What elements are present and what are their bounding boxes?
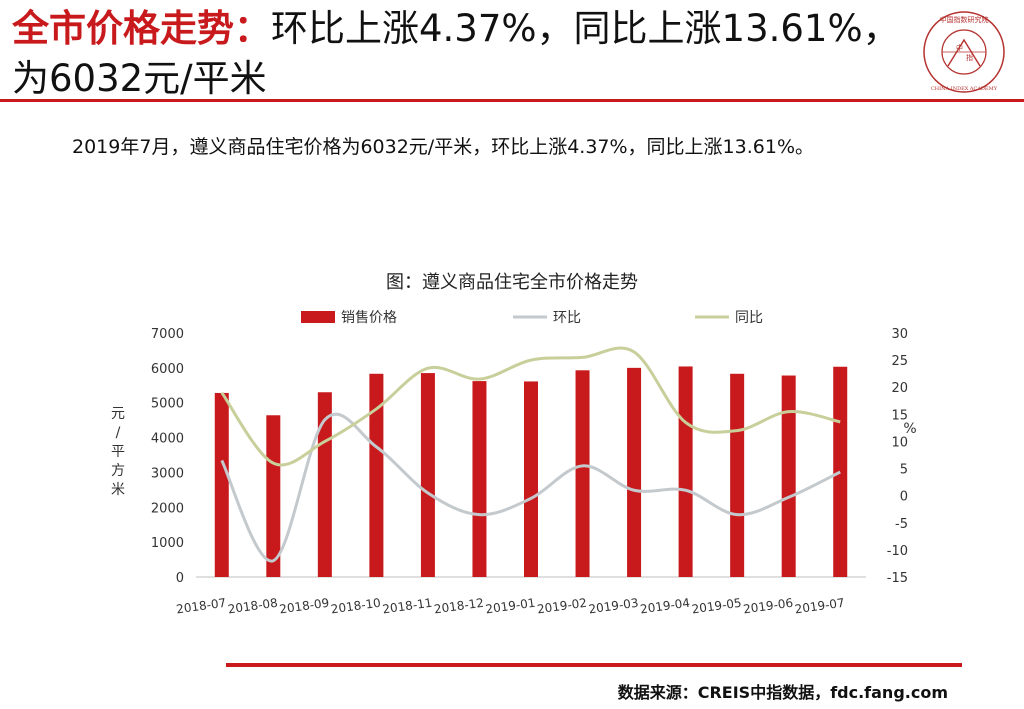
title-rest: 环比上涨4.37%，同比上涨13.61%，为6032元/平米	[12, 7, 900, 100]
price-bar	[472, 381, 487, 577]
y-right-axis-label: %	[903, 421, 916, 437]
data-source: 数据来源：CREIS中指数据，fdc.fang.com	[617, 683, 948, 702]
x-tick-label: 2018-11	[382, 596, 434, 617]
y-left-tick-label: 3000	[151, 466, 184, 481]
price-bar	[833, 366, 848, 577]
y-right-tick-label: 10	[891, 435, 908, 450]
y-left-axis-label: 米	[111, 482, 125, 498]
y-left-tick-label: 4000	[151, 432, 184, 447]
y-left-axis-label: 平	[111, 444, 125, 460]
x-tick-label: 2019-06	[742, 596, 794, 617]
y-left-tick-label: 6000	[151, 362, 184, 377]
y-left-axis-label: /	[116, 425, 121, 441]
price-bar	[420, 373, 435, 577]
legend-label: 同比	[735, 310, 763, 326]
legend-label: 销售价格	[341, 310, 397, 326]
x-tick-label: 2018-08	[227, 596, 279, 617]
price-bar	[266, 415, 281, 577]
summary-text: 2019年7月，遵义商品住宅价格为6032元/平米，环比上涨4.37%，同比上涨…	[72, 136, 815, 158]
price-bar	[678, 366, 693, 577]
x-tick-label: 2019-05	[691, 596, 743, 617]
y-left-tick-label: 1000	[151, 536, 184, 551]
legend-swatch-bar	[301, 311, 335, 323]
title-highlight: 全市价格走势：	[12, 7, 271, 50]
y-right-tick-label: 15	[891, 408, 908, 423]
y-left-tick-label: 0	[176, 571, 184, 586]
y-right-tick-label: -15	[887, 571, 908, 586]
y-right-tick-label: 20	[891, 381, 908, 396]
price-bar	[214, 392, 229, 577]
y-right-tick-label: 25	[891, 354, 908, 369]
x-tick-label: 2019-02	[536, 596, 588, 617]
price-bar	[369, 373, 384, 577]
x-tick-label: 2018-07	[175, 596, 227, 617]
y-left-tick-label: 5000	[151, 397, 184, 412]
y-left-tick-label: 7000	[151, 327, 184, 342]
y-right-tick-label: 5	[900, 463, 908, 478]
y-right-tick-label: 30	[891, 327, 908, 342]
series-line-mom	[220, 412, 841, 563]
price-bar	[781, 375, 796, 577]
svg-text:中: 中	[956, 43, 963, 52]
china-index-academy-logo: 中国指数研究院 中 指 CHINA INDEX ACADEMY	[923, 11, 1005, 93]
svg-text:CHINA INDEX ACADEMY: CHINA INDEX ACADEMY	[931, 86, 998, 92]
price-bar	[524, 381, 538, 577]
price-bar	[627, 367, 642, 577]
legend-label: 环比	[553, 310, 581, 326]
chart-title: 图：遵义商品住宅全市价格走势	[386, 272, 638, 293]
svg-text:中国指数研究院: 中国指数研究院	[940, 15, 989, 24]
x-tick-label: 2019-04	[639, 596, 691, 617]
footer-divider	[226, 663, 962, 667]
x-tick-label: 2019-01	[485, 596, 537, 617]
header-divider	[0, 99, 1024, 102]
x-tick-label: 2018-09	[278, 596, 330, 617]
series-line-yoy	[220, 346, 841, 467]
price-bar	[730, 373, 745, 577]
x-tick-label: 2018-12	[433, 596, 485, 617]
y-left-axis-label: 方	[111, 463, 125, 479]
x-tick-label: 2019-03	[588, 596, 640, 617]
page-title: 全市价格走势：环比上涨4.37%，同比上涨13.61%，为6032元/平米	[12, 4, 912, 104]
y-left-tick-label: 2000	[151, 501, 184, 516]
x-tick-label: 2019-07	[794, 596, 846, 617]
y-right-tick-label: -5	[895, 517, 908, 532]
x-tick-label: 2018-10	[330, 596, 382, 617]
price-trend-chart: 0 1000 2000 3000 4000 5000 6000 7000 -15 -10 -5 0 5 1…	[111, 310, 917, 617]
y-left-axis-label: 元	[111, 406, 125, 422]
price-bar	[575, 370, 590, 577]
svg-text:指: 指	[966, 53, 973, 62]
y-right-tick-label: -10	[887, 544, 908, 559]
y-right-tick-label: 0	[900, 490, 908, 505]
